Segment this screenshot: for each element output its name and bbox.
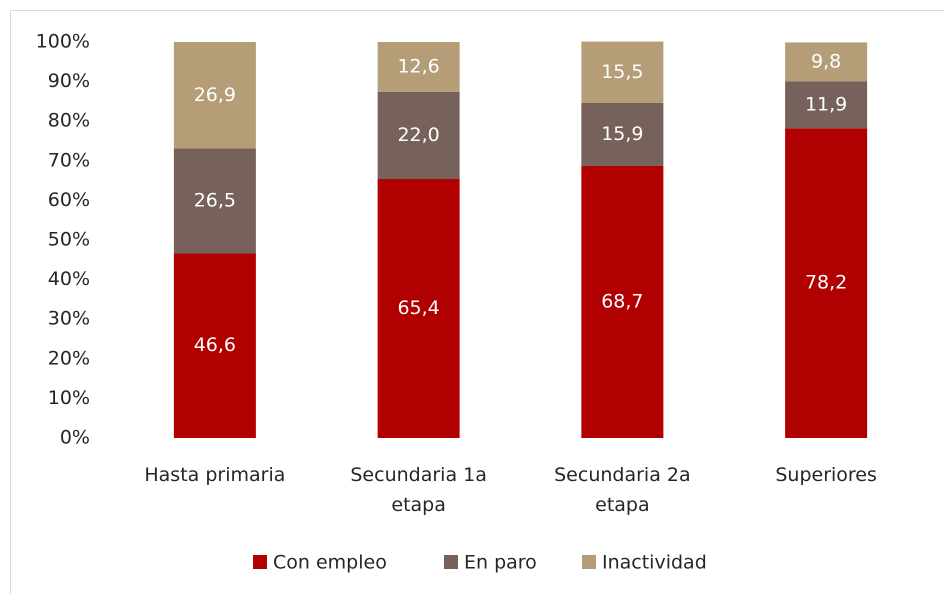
bar-segment bbox=[377, 42, 460, 92]
bar-segment bbox=[785, 128, 868, 438]
bar-segment bbox=[581, 102, 664, 166]
bar-segment bbox=[785, 42, 868, 82]
data-label: 26,5 bbox=[194, 189, 236, 211]
x-tick-label: Secundaria 2a etapa bbox=[554, 464, 691, 516]
data-label: 65,4 bbox=[397, 297, 439, 319]
data-label: 15,9 bbox=[601, 123, 643, 145]
data-label: 46,6 bbox=[194, 334, 236, 356]
y-tick-label: 10% bbox=[48, 387, 90, 409]
bar-segment bbox=[173, 253, 256, 438]
y-tick-label: 40% bbox=[48, 268, 90, 290]
data-label: 9,8 bbox=[811, 50, 841, 72]
bar-segment bbox=[173, 42, 256, 149]
legend-swatch bbox=[582, 555, 596, 569]
bar-segment bbox=[581, 165, 664, 438]
data-label: 78,2 bbox=[805, 272, 847, 294]
data-label: 11,9 bbox=[805, 93, 847, 115]
legend-swatch bbox=[444, 555, 458, 569]
y-tick-label: 80% bbox=[48, 110, 90, 132]
x-tick-label: Secundaria 1a etapa bbox=[350, 464, 487, 516]
bar-segment bbox=[173, 148, 256, 254]
bar-segment bbox=[581, 41, 664, 103]
y-tick-label: 60% bbox=[48, 189, 90, 211]
data-label: 22,0 bbox=[397, 124, 439, 146]
data-label: 15,5 bbox=[601, 61, 643, 83]
data-label: 68,7 bbox=[601, 290, 643, 312]
legend-label: Con empleo bbox=[273, 552, 387, 574]
chart-border bbox=[10, 10, 944, 594]
y-tick-label: 0% bbox=[60, 427, 90, 449]
legend-label: En paro bbox=[464, 552, 537, 574]
bar-segment bbox=[785, 81, 868, 129]
y-tick-label: 50% bbox=[48, 229, 90, 251]
y-tick-label: 90% bbox=[48, 70, 90, 92]
legend-swatch bbox=[253, 555, 267, 569]
x-tick-label: Superiores bbox=[775, 464, 877, 486]
y-tick-label: 30% bbox=[48, 308, 90, 330]
y-tick-label: 70% bbox=[48, 149, 90, 171]
bar-segment bbox=[377, 91, 460, 180]
y-tick-label: 20% bbox=[48, 347, 90, 369]
data-label: 26,9 bbox=[194, 84, 236, 106]
data-label: 12,6 bbox=[397, 55, 439, 77]
x-tick-label: Hasta primaria bbox=[144, 464, 286, 486]
y-tick-label: 100% bbox=[36, 31, 90, 53]
legend-label: Inactividad bbox=[602, 552, 707, 574]
bar-segment bbox=[377, 179, 460, 439]
